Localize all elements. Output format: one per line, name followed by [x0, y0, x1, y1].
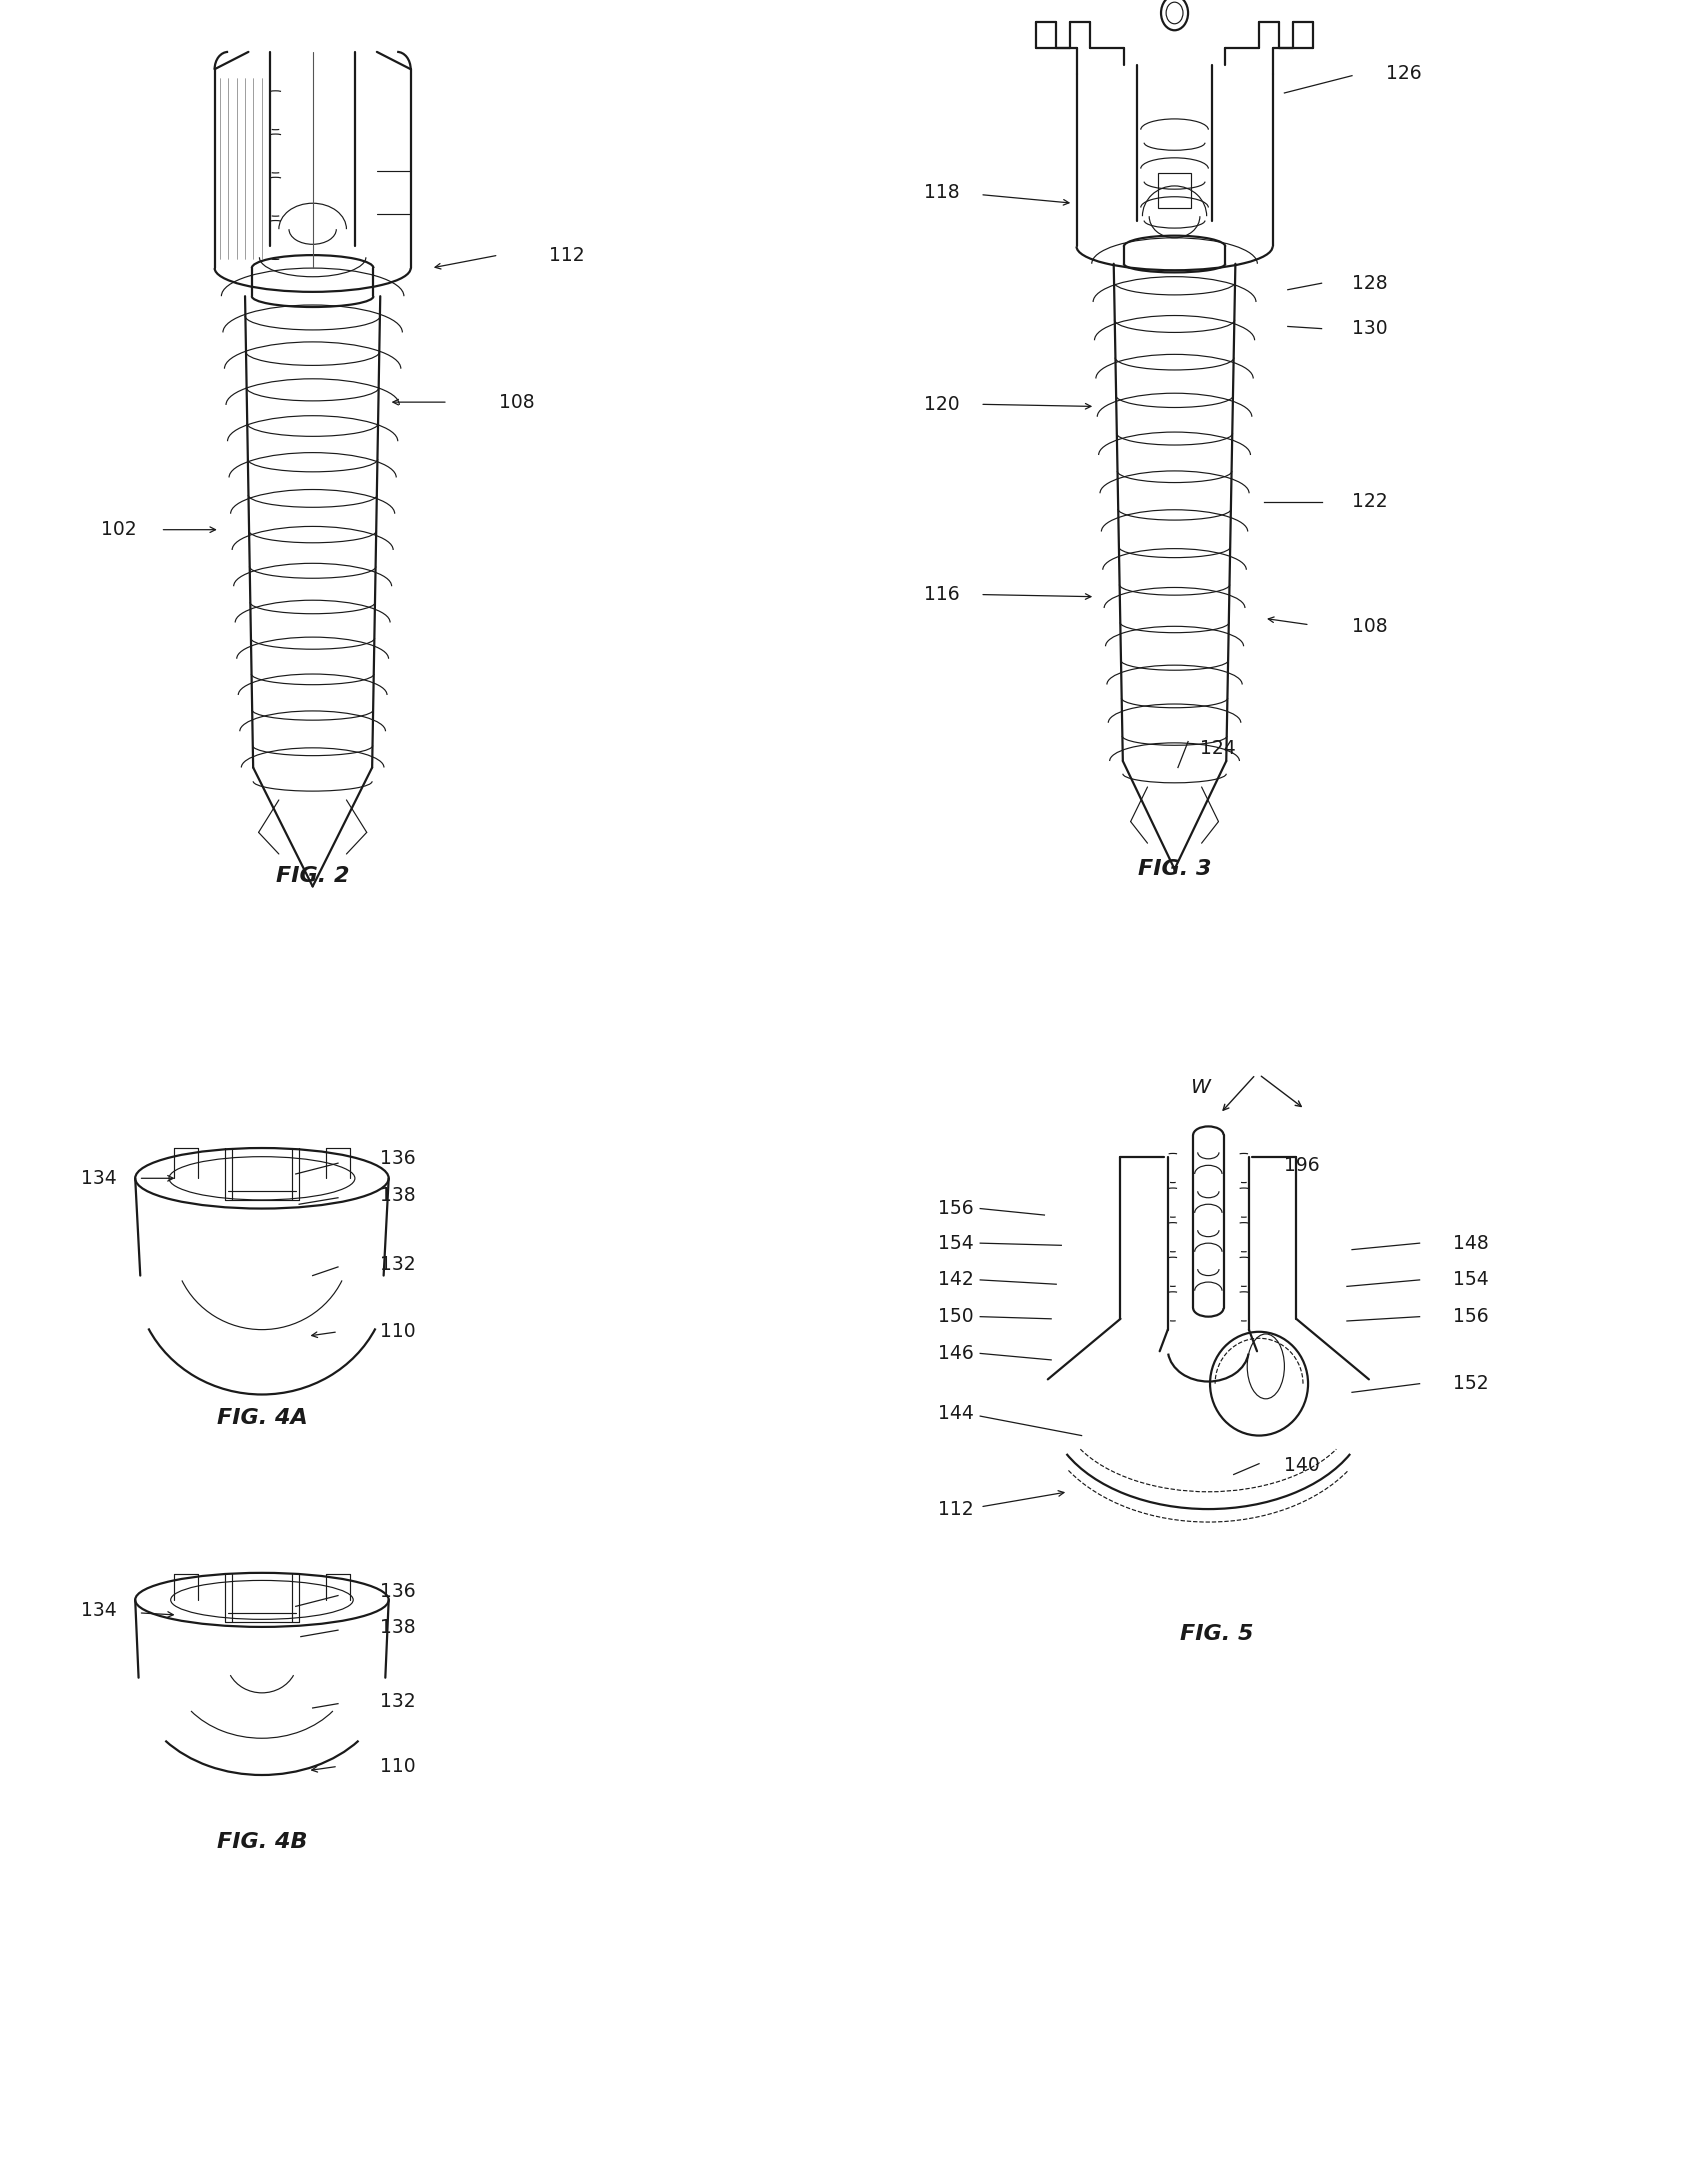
Text: 112: 112	[937, 1500, 973, 1518]
Text: 108: 108	[498, 393, 534, 411]
Text: 110: 110	[380, 1758, 415, 1775]
Text: FIG. 4B: FIG. 4B	[216, 1831, 307, 1853]
Text: 136: 136	[380, 1583, 415, 1600]
Bar	[1157, 173, 1191, 208]
Text: 116: 116	[924, 586, 959, 603]
Text: 108: 108	[1351, 618, 1387, 636]
Text: 126: 126	[1385, 65, 1420, 82]
Text: 112: 112	[549, 246, 584, 264]
Text: 144: 144	[937, 1405, 973, 1423]
Text: FIG. 4A: FIG. 4A	[216, 1407, 307, 1429]
Text: 140: 140	[1284, 1457, 1319, 1474]
Text: 152: 152	[1453, 1375, 1488, 1392]
Text: FIG. 3: FIG. 3	[1137, 858, 1211, 880]
Text: FIG. 5: FIG. 5	[1179, 1624, 1253, 1645]
Text: 156: 156	[937, 1200, 973, 1217]
Text: 150: 150	[937, 1308, 973, 1325]
Text: FIG. 2: FIG. 2	[275, 865, 350, 886]
Text: 156: 156	[1453, 1308, 1488, 1325]
Text: 154: 154	[937, 1235, 973, 1252]
Text: 138: 138	[380, 1187, 415, 1204]
Text: 148: 148	[1453, 1235, 1488, 1252]
Text: 154: 154	[1453, 1271, 1488, 1289]
Text: 134: 134	[81, 1170, 117, 1187]
Text: 146: 146	[937, 1345, 973, 1362]
Text: 130: 130	[1351, 320, 1387, 337]
Text: 120: 120	[924, 396, 959, 413]
Text: 102: 102	[101, 521, 137, 538]
Text: 132: 132	[380, 1256, 415, 1273]
Text: 110: 110	[380, 1323, 415, 1340]
Text: 138: 138	[380, 1619, 415, 1637]
Text: 122: 122	[1351, 493, 1387, 510]
Text: 142: 142	[937, 1271, 973, 1289]
Text: W: W	[1189, 1079, 1209, 1096]
Text: 124: 124	[1199, 739, 1235, 757]
Text: 136: 136	[380, 1150, 415, 1167]
Text: 134: 134	[81, 1602, 117, 1619]
Text: 196: 196	[1284, 1157, 1319, 1174]
Text: 118: 118	[924, 184, 959, 201]
Text: 132: 132	[380, 1693, 415, 1710]
Text: 128: 128	[1351, 275, 1387, 292]
